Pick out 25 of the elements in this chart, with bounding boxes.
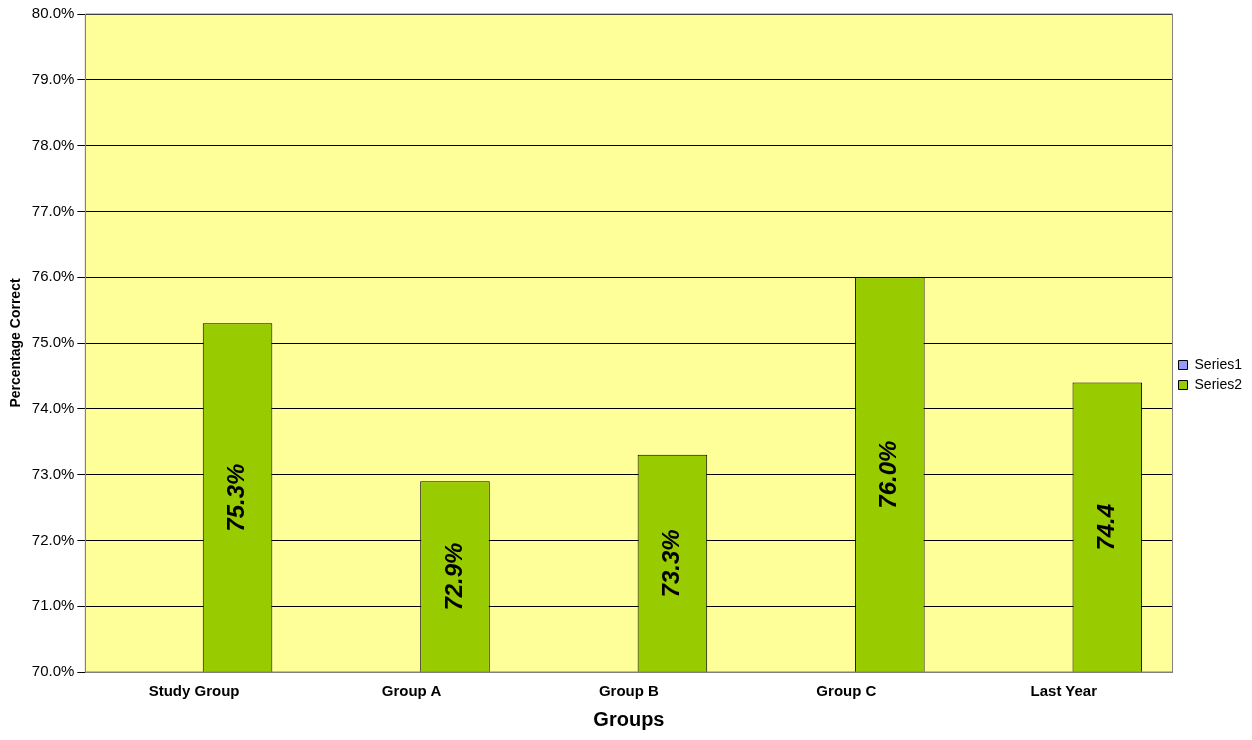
data-label: 72.9% (439, 542, 467, 611)
x-tick-label: Group A (381, 682, 442, 700)
y-tick-label: 72.0% (31, 530, 75, 548)
y-tick-label: 75.0% (31, 333, 75, 351)
data-label: 76.0% (874, 440, 902, 509)
y-tick-label: 74.0% (31, 398, 75, 416)
y-tick-label: 77.0% (31, 201, 75, 219)
y-tick-label: 70.0% (31, 662, 75, 680)
x-axis-title: Groups (593, 707, 665, 730)
x-tick-label: Group C (816, 682, 877, 700)
y-tick-label: 76.0% (31, 267, 75, 285)
x-tick-label: Last Year (1030, 682, 1098, 700)
data-label: 74.4 (1091, 503, 1119, 551)
x-tick-label: Study Group (148, 682, 240, 700)
data-label: 73.3% (657, 529, 685, 598)
legend-label: Series1 (1194, 355, 1243, 372)
y-axis-title: Percentage Correct (7, 278, 24, 408)
y-tick-label: 73.0% (31, 464, 75, 482)
data-label: 75.3% (222, 463, 250, 532)
y-tick-label: 78.0% (31, 135, 75, 153)
y-tick-label: 80.0% (31, 4, 75, 22)
y-tick-label: 79.0% (31, 69, 75, 87)
x-tick-label: Group B (598, 682, 660, 700)
y-tick-label: 71.0% (31, 596, 75, 614)
legend-label: Series2 (1194, 375, 1243, 392)
